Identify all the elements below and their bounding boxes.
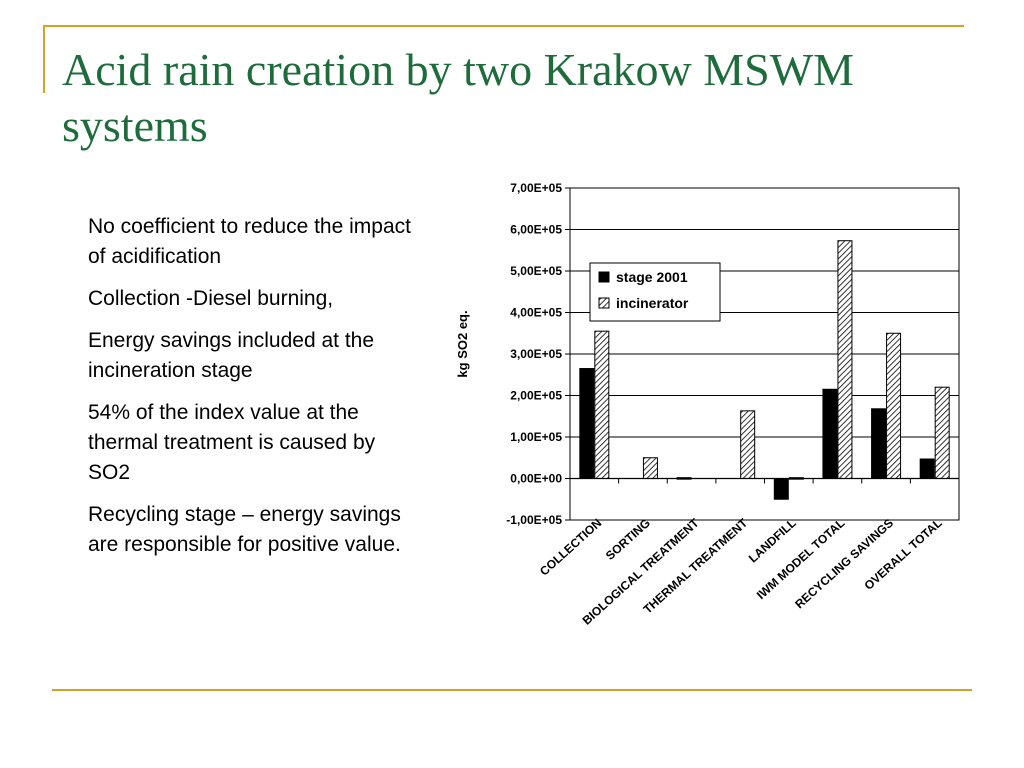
legend-label: stage 2001 [616,269,688,285]
bar-incinerator [594,330,610,479]
bottom-rule [52,689,972,691]
legend-label: incinerator [616,295,689,311]
y-axis-ticks: -1,00E+05 0,00E+00 1,00E+05 2,00E+05 3,00E+0… [506,181,570,527]
bullet-item: Recycling stage – energy savings are res… [88,503,401,556]
bullet-item: Energy savings included at the incinerat… [88,329,375,382]
y-tick-label: 5,00E+05 [510,264,562,278]
x-tick-label: IWM MODEL TOTAL [754,516,848,602]
bullet-item: 54% of the index value at the thermal tr… [88,401,376,484]
left-rule [43,25,45,93]
y-tick-label: 1,00E+05 [510,430,562,444]
y-tick-label: 2,00E+05 [510,389,562,403]
y-axis-label: kg SO2 eq. [455,310,470,377]
bullet-item: Collection -Diesel burning, [88,287,334,310]
y-tick-label: 3,00E+05 [510,347,562,361]
y-tick-label: 6,00E+05 [510,223,562,237]
bar-incinerator [934,386,950,479]
y-tick-label: 0,00E+00 [510,472,562,486]
bar-incinerator [642,457,658,479]
bar-stage-2001 [579,368,595,479]
bar-stage-2001 [773,478,789,500]
axes [569,477,960,484]
bullet-list: No coefficient to reduce the impact of a… [88,212,418,572]
legend-box [589,262,721,322]
bar-incinerator [886,332,902,479]
y-tick-label: -1,00E+05 [506,513,562,527]
legend-swatch [598,297,610,309]
bullet-item: No coefficient to reduce the impact of a… [88,215,411,268]
y-tick-label: 7,00E+05 [510,181,562,195]
bar-stage-2001 [871,408,887,479]
bar-stage-2001 [919,458,935,479]
x-tick-label: SORTING [603,516,653,563]
bar-incinerator [740,410,756,479]
acid-rain-bar-chart: -1,00E+05 0,00E+00 1,00E+05 2,00E+05 3,00E+0… [455,181,960,628]
legend: stage 2001 incinerator [589,262,721,322]
bar-incinerator [837,240,853,479]
bar-stage-2001 [822,388,838,479]
x-tick-label: RECYCLING SAVINGS [792,516,896,611]
legend-swatch [598,271,610,283]
top-rule [43,25,964,27]
y-tick-label: 4,00E+05 [510,306,562,320]
slide-title: Acid rain creation by two Krakow MSWM sy… [62,44,855,151]
